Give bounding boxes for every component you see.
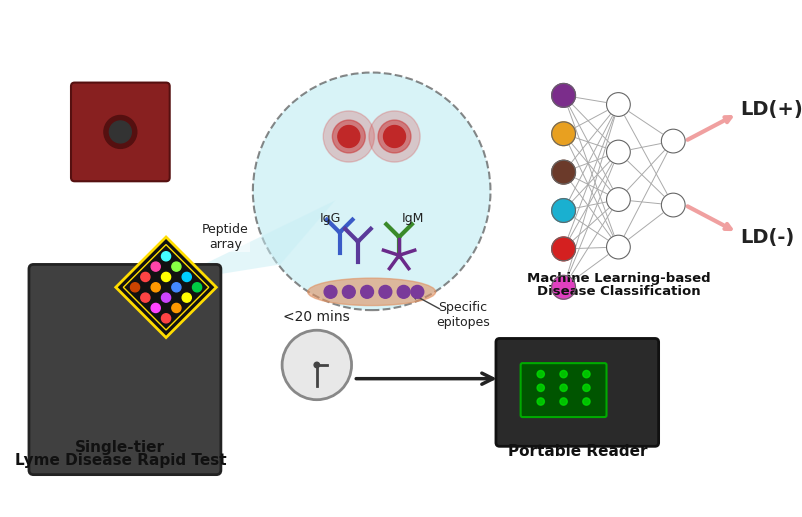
Circle shape xyxy=(151,262,160,271)
Circle shape xyxy=(161,293,171,302)
Circle shape xyxy=(342,285,355,298)
Circle shape xyxy=(552,160,576,184)
Circle shape xyxy=(552,237,576,261)
Circle shape xyxy=(411,285,423,298)
Circle shape xyxy=(583,371,590,378)
Circle shape xyxy=(560,398,567,405)
Circle shape xyxy=(104,115,137,148)
Circle shape xyxy=(323,111,375,162)
Circle shape xyxy=(397,285,410,298)
Circle shape xyxy=(253,72,491,310)
Circle shape xyxy=(560,371,567,378)
Text: Disease Classification: Disease Classification xyxy=(537,285,700,298)
Circle shape xyxy=(383,126,406,147)
Circle shape xyxy=(552,122,576,146)
Circle shape xyxy=(552,276,576,299)
Circle shape xyxy=(552,83,576,107)
Circle shape xyxy=(314,362,319,368)
Circle shape xyxy=(131,283,140,292)
Circle shape xyxy=(109,121,132,143)
Circle shape xyxy=(141,272,150,282)
Circle shape xyxy=(537,384,545,391)
Circle shape xyxy=(182,293,192,302)
FancyBboxPatch shape xyxy=(520,363,606,417)
Polygon shape xyxy=(115,237,217,338)
Circle shape xyxy=(361,285,374,298)
Circle shape xyxy=(172,262,181,271)
Circle shape xyxy=(583,398,590,405)
Circle shape xyxy=(662,193,685,217)
Circle shape xyxy=(606,188,630,211)
Text: LD(+): LD(+) xyxy=(740,100,802,118)
Polygon shape xyxy=(166,201,335,283)
Circle shape xyxy=(161,314,171,323)
Text: Single-tier: Single-tier xyxy=(75,440,165,455)
Text: LD(-): LD(-) xyxy=(740,227,794,247)
Circle shape xyxy=(379,285,391,298)
Circle shape xyxy=(369,111,420,162)
Circle shape xyxy=(338,126,360,147)
Circle shape xyxy=(560,384,567,391)
Circle shape xyxy=(552,199,576,222)
FancyBboxPatch shape xyxy=(496,339,658,446)
Text: Peptide
array: Peptide array xyxy=(202,223,249,251)
Text: Lyme Disease Rapid Test: Lyme Disease Rapid Test xyxy=(14,453,226,468)
Text: IgG: IgG xyxy=(320,212,341,225)
Circle shape xyxy=(537,398,545,405)
Circle shape xyxy=(324,285,337,298)
Circle shape xyxy=(151,283,160,292)
Circle shape xyxy=(606,93,630,116)
Circle shape xyxy=(606,235,630,259)
Circle shape xyxy=(662,129,685,153)
Text: Specific
epitopes: Specific epitopes xyxy=(436,301,490,329)
Circle shape xyxy=(172,303,181,313)
FancyBboxPatch shape xyxy=(29,264,221,475)
Circle shape xyxy=(141,293,150,302)
Circle shape xyxy=(151,303,160,313)
Text: Portable Reader: Portable Reader xyxy=(508,444,647,459)
Circle shape xyxy=(172,283,181,292)
Text: <20 mins: <20 mins xyxy=(283,310,350,325)
Circle shape xyxy=(332,120,365,153)
Circle shape xyxy=(583,384,590,391)
Circle shape xyxy=(161,252,171,261)
Ellipse shape xyxy=(308,278,435,306)
Circle shape xyxy=(378,120,411,153)
FancyBboxPatch shape xyxy=(71,83,170,181)
Circle shape xyxy=(182,272,192,282)
Circle shape xyxy=(606,140,630,164)
Circle shape xyxy=(282,330,351,400)
Circle shape xyxy=(161,272,171,282)
Circle shape xyxy=(192,283,201,292)
Text: IgM: IgM xyxy=(402,212,424,225)
Circle shape xyxy=(537,371,545,378)
Text: Machine Learning-based: Machine Learning-based xyxy=(527,271,711,285)
